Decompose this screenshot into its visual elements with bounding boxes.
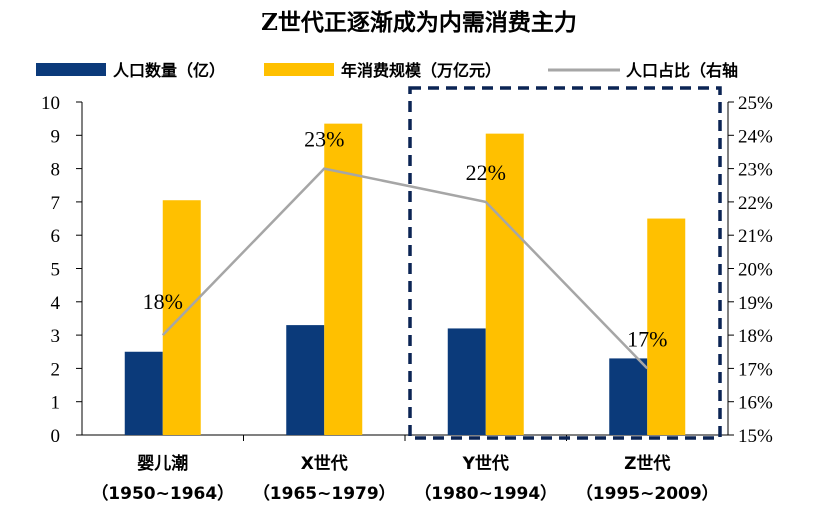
right-tick-label: 24% (738, 126, 773, 147)
right-tick-label: 16% (738, 393, 773, 414)
left-tick-label: 7 (51, 193, 61, 214)
legend-label-population: 人口数量（亿） (113, 61, 225, 80)
data-label-share: 18% (143, 289, 183, 314)
right-tick-label: 19% (738, 293, 773, 314)
right-tick-label: 22% (738, 193, 773, 214)
left-tick-label: 8 (51, 160, 61, 181)
bar-population (286, 325, 325, 435)
bar-population (447, 328, 486, 435)
bar-population (124, 351, 163, 435)
category-label: Y世代 (462, 453, 509, 474)
category-years: （1980~1994） (414, 483, 557, 504)
left-tick-label: 2 (51, 359, 61, 380)
legend: 人口数量（亿） 年消费规模（万亿元） 人口占比（右轴 (36, 61, 738, 80)
data-label-share: 17% (627, 326, 667, 351)
line-population-share (161, 167, 649, 370)
left-tick-label: 4 (51, 293, 61, 314)
bar-consumption (647, 218, 686, 435)
bar-consumption (162, 200, 201, 435)
legend-swatch-population (36, 63, 106, 76)
chart-title: Z世代正逐渐成为内需消费主力 (261, 9, 577, 36)
category-label: Z世代 (624, 453, 670, 474)
category-years: （1950~1964） (91, 483, 234, 504)
right-tick-label: 25% (738, 93, 773, 114)
legend-label-consumption: 年消费规模（万亿元） (341, 61, 501, 80)
left-tick-label: 3 (51, 326, 61, 347)
left-tick-label: 0 (51, 426, 61, 447)
right-tick-label: 21% (738, 226, 773, 247)
right-tick-label: 17% (738, 359, 773, 380)
left-tick-label: 10 (41, 93, 60, 114)
left-tick-label: 1 (51, 393, 61, 414)
bar-population (609, 358, 648, 435)
legend-label-share: 人口占比（右轴 (626, 61, 738, 80)
category-label: X世代 (301, 453, 348, 474)
plot-area: 0 1 2 3 4 5 6 7 8 9 10 15% 16% 17% 18% 19% 20% 21% 22% 23% 2… (41, 86, 773, 504)
right-tick-label: 18% (738, 326, 773, 347)
category-years: （1995~2009） (576, 483, 719, 504)
data-label-share: 22% (466, 160, 506, 185)
bar-consumption (485, 133, 524, 435)
left-tick-label: 9 (51, 126, 61, 147)
right-tick-label: 20% (738, 260, 773, 281)
data-label-share: 23% (304, 127, 344, 152)
left-tick-label: 6 (51, 226, 61, 247)
highlight-box (408, 86, 722, 440)
right-tick-label: 15% (738, 426, 773, 447)
category-label: 婴儿潮 (137, 453, 188, 474)
category-years: （1965~1979） (253, 483, 396, 504)
left-tick-label: 5 (51, 260, 61, 281)
legend-swatch-consumption (264, 63, 334, 76)
right-tick-label: 23% (738, 160, 773, 181)
